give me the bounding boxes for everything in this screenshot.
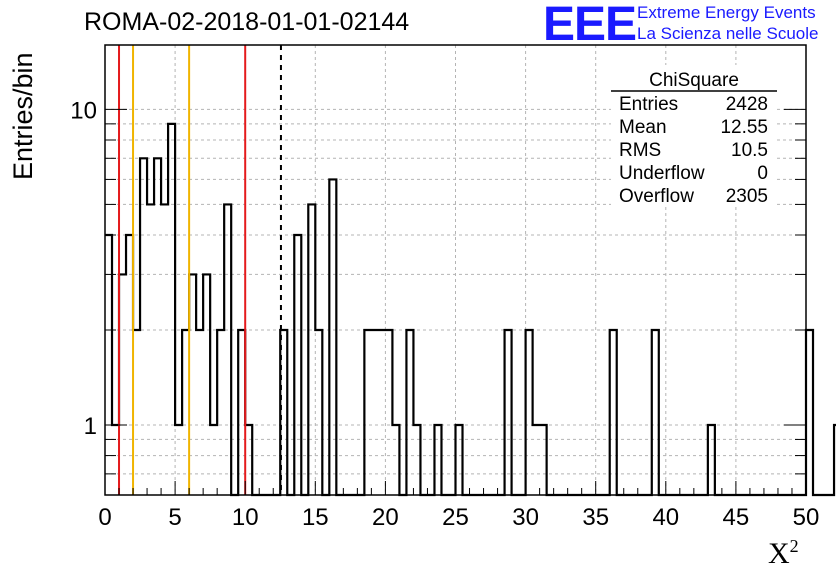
x-tick-label: 40 <box>652 504 679 531</box>
x-tick-label: 50 <box>793 504 820 531</box>
logo-tagline-2: La Scienza nelle Scuole <box>637 24 819 43</box>
logo-tagline-1: Extreme Energy Events <box>637 3 816 22</box>
stats-row-value: 0 <box>757 163 768 184</box>
stats-row-value: 12.55 <box>720 117 768 138</box>
x-tick-label: 45 <box>723 504 750 531</box>
stats-box-title: ChiSquare <box>649 70 739 91</box>
stats-row-value: 2305 <box>726 186 768 207</box>
x-tick-label: 15 <box>302 504 329 531</box>
stats-box-background <box>611 65 777 205</box>
stats-row-label: Mean <box>619 117 667 138</box>
x-tick-label: 35 <box>582 504 609 531</box>
x-axis-label-base: X <box>768 537 790 570</box>
x-tick-label: 0 <box>98 504 111 531</box>
stats-row-value: 2428 <box>726 94 768 115</box>
x-axis-label: X2 <box>768 536 799 571</box>
y-tick-label: 10 <box>70 97 97 124</box>
stats-row-label: Underflow <box>619 163 705 184</box>
y-tick-label: 1 <box>84 413 97 440</box>
stats-row-value: 10.5 <box>731 140 768 161</box>
stats-row-label: Overflow <box>619 186 694 207</box>
x-tick-label: 25 <box>442 504 469 531</box>
x-tick-label: 20 <box>372 504 399 531</box>
stats-row-label: RMS <box>619 140 661 161</box>
x-axis-label-superscript: 2 <box>789 536 799 556</box>
x-tick-label: 5 <box>168 504 181 531</box>
x-tick-label: 30 <box>512 504 539 531</box>
stats-row-label: Entries <box>619 94 678 115</box>
x-tick-label: 10 <box>232 504 259 531</box>
eee-logo: EEE <box>543 0 637 51</box>
chart-title: ROMA-02-2018-01-01-02144 <box>84 8 410 36</box>
